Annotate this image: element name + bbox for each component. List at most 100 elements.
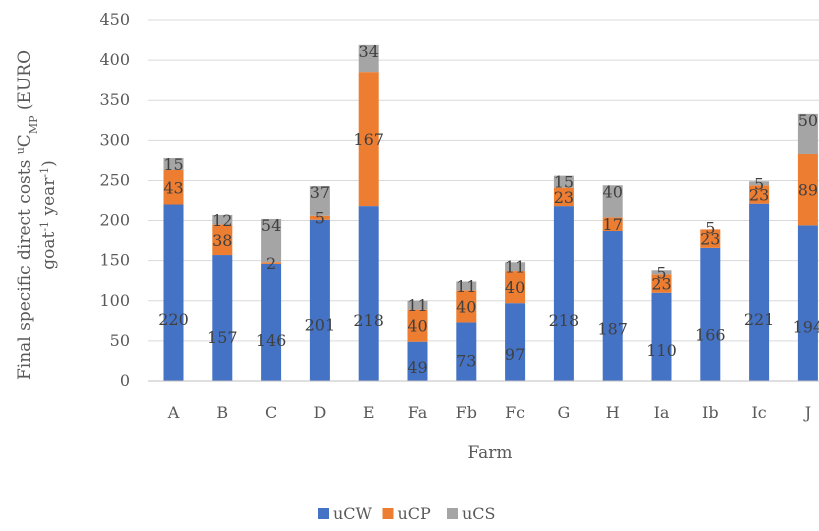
data-label-uCW-Ic: 221	[744, 310, 775, 329]
data-label-uCW-E: 218	[353, 311, 384, 330]
x-tick-label: D	[313, 403, 326, 422]
bar-uCP-Fb	[456, 290, 477, 323]
x-tick-label: Fa	[408, 403, 428, 422]
data-label-uCP-Ia: 23	[651, 275, 671, 294]
bar-uCP-E	[358, 72, 379, 207]
data-label-uCS-B: 12	[212, 211, 232, 230]
x-tick-label: J	[803, 403, 811, 422]
bar-uCP-H	[602, 217, 623, 231]
x-tick-label: Ia	[654, 403, 670, 422]
data-label-layer: 2204315157381214625420153721816734494011…	[158, 42, 819, 377]
data-label-uCS-G: 15	[554, 173, 574, 192]
y-title-line2-goat: goat	[39, 232, 59, 270]
data-label-uCP-Fa: 40	[407, 317, 427, 336]
y-tick-label: 150	[99, 251, 130, 270]
y-title-year: year	[39, 177, 59, 221]
legend-label-uCP: uCP	[398, 504, 432, 523]
bar-uCW-Ic	[749, 203, 770, 381]
x-tick-label: A	[167, 403, 180, 422]
bar-layer	[163, 44, 818, 381]
data-label-uCS-Ic: 5	[754, 174, 764, 193]
data-label-uCW-G: 218	[549, 311, 580, 330]
bar-uCW-E	[358, 206, 379, 381]
bar-uCS-D	[309, 186, 330, 216]
bar-uCP-Ic	[749, 185, 770, 204]
y-title-line1-text: Final specific direct costs	[15, 154, 35, 380]
grid-layer	[148, 19, 819, 342]
bar-uCW-Ia	[651, 292, 672, 381]
bar-uCS-H	[602, 185, 623, 218]
bar-uCW-H	[602, 230, 623, 381]
data-label-uCW-Fb: 73	[456, 352, 476, 371]
bar-uCS-Fc	[505, 262, 526, 272]
x-tick-label: H	[606, 403, 620, 422]
y-tick-label: 350	[99, 90, 130, 109]
bar-uCW-A	[163, 204, 184, 381]
data-label-uCW-H: 187	[597, 319, 628, 338]
data-label-uCS-Fb: 11	[456, 277, 476, 296]
bar-uCW-Ib	[700, 247, 721, 381]
bar-uCS-Fb	[456, 281, 477, 291]
legend-swatch-uCW	[318, 508, 329, 519]
bar-uCW-D	[309, 219, 330, 381]
data-label-uCP-H: 17	[603, 215, 623, 234]
data-label-uCP-D: 5	[315, 209, 325, 228]
bar-uCS-E	[358, 44, 379, 73]
bar-uCS-Ia	[651, 270, 672, 275]
x-tick-label: C	[265, 403, 277, 422]
data-label-uCS-A: 15	[163, 155, 183, 174]
data-label-uCS-E: 34	[359, 42, 379, 61]
data-label-uCW-A: 220	[158, 310, 189, 329]
x-tick-label: G	[558, 403, 571, 422]
data-label-uCP-C: 2	[266, 254, 276, 273]
legend-label-uCW: uCW	[333, 504, 373, 523]
x-axis-title: Farm	[467, 443, 512, 463]
bar-uCW-Fb	[456, 322, 477, 381]
y-tick-label: 300	[99, 130, 130, 149]
data-label-uCS-J: 50	[798, 111, 818, 130]
y-tick-label: 0	[120, 371, 130, 390]
bar-uCS-A	[163, 157, 184, 171]
bar-uCW-G	[553, 206, 574, 381]
y-axis-title: Final specific direct costs uCMP (EURO go…	[14, 50, 60, 380]
y-title-euro: (EURO	[15, 50, 35, 116]
data-label-uCW-Ia: 110	[646, 341, 677, 360]
data-label-uCP-Fb: 40	[456, 297, 476, 316]
bar-uCW-B	[212, 255, 233, 381]
bar-uCP-C	[261, 262, 282, 264]
y-title-superscript-1a: -1	[38, 221, 51, 232]
bar-uCW-C	[261, 263, 282, 381]
y-tick-label: 200	[99, 211, 130, 230]
data-label-uCP-Ib: 23	[700, 230, 720, 249]
legend-swatch-uCS	[447, 508, 458, 519]
y-title-c: C	[15, 134, 35, 147]
data-label-uCS-D: 37	[310, 183, 330, 202]
bar-uCS-Ic	[749, 181, 770, 186]
data-label-uCW-J: 194	[793, 318, 819, 337]
y-tick-label: 50	[110, 331, 130, 350]
bar-uCP-J	[797, 153, 818, 226]
bar-uCW-J	[797, 225, 818, 381]
bar-uCP-D	[309, 215, 330, 220]
legend-swatch-uCP	[382, 508, 394, 519]
data-label-uCW-D: 201	[305, 316, 336, 335]
data-label-uCP-Ic: 23	[749, 185, 769, 204]
data-label-uCW-B: 157	[207, 328, 238, 347]
data-label-uCP-J: 89	[798, 181, 818, 200]
data-label-uCS-C: 54	[261, 216, 281, 235]
bar-uCP-B	[212, 224, 233, 256]
data-label-uCW-Fa: 49	[407, 358, 427, 377]
bar-uCS-B	[212, 214, 233, 225]
y-tick-label: 250	[99, 170, 130, 189]
data-label-uCW-C: 146	[256, 331, 287, 350]
y-title-superscript-1b: -1	[38, 167, 51, 178]
data-label-uCP-A: 43	[163, 178, 183, 197]
data-label-uCP-G: 23	[554, 188, 574, 207]
data-label-uCP-E: 167	[353, 130, 384, 149]
data-label-uCS-Ib: 5	[705, 218, 715, 237]
bar-uCP-Fc	[505, 271, 526, 304]
legend-label-uCS: uCS	[462, 504, 496, 523]
data-label-uCS-Ia: 5	[656, 263, 666, 282]
x-tick-label: Ic	[751, 403, 766, 422]
